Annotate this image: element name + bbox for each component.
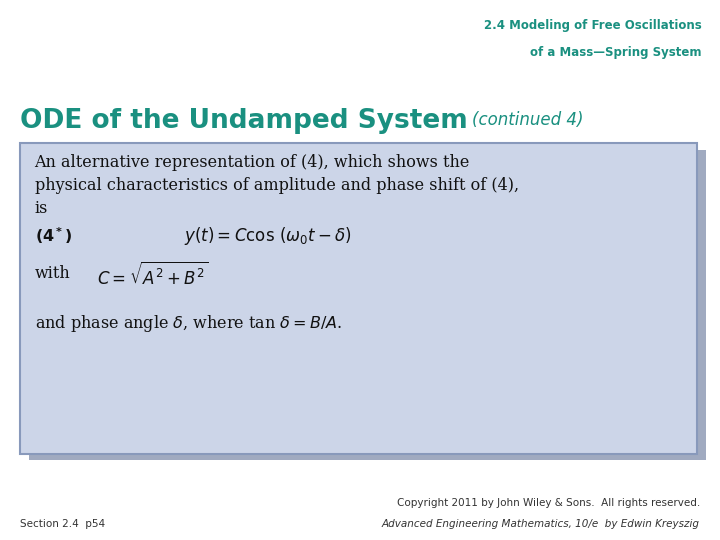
Bar bbox=[20, 143, 697, 454]
Bar bbox=[697, 150, 706, 460]
Text: Advanced Engineering Mathematics, 10/e  by Edwin Kreyszig: Advanced Engineering Mathematics, 10/e b… bbox=[382, 519, 700, 530]
Text: $y(t) = C\cos\,(\omega_0 t - \delta)$: $y(t) = C\cos\,(\omega_0 t - \delta)$ bbox=[184, 225, 351, 247]
Text: $\bf{(4^*)}$: $\bf{(4^*)}$ bbox=[35, 225, 72, 246]
Bar bbox=[29, 454, 706, 460]
Text: and phase angle $\delta$, where tan $\delta = B/A$.: and phase angle $\delta$, where tan $\de… bbox=[35, 313, 342, 334]
Text: 2.4 Modeling of Free Oscillations: 2.4 Modeling of Free Oscillations bbox=[485, 19, 702, 32]
Text: An alternative representation of (4), which shows the: An alternative representation of (4), wh… bbox=[35, 154, 470, 171]
Text: Copyright 2011 by John Wiley & Sons.  All rights reserved.: Copyright 2011 by John Wiley & Sons. All… bbox=[397, 497, 700, 508]
Text: ODE of the Undamped System: ODE of the Undamped System bbox=[20, 108, 468, 134]
Text: (continued 4): (continued 4) bbox=[472, 111, 583, 129]
Text: $C = \sqrt{A^2 + B^2}$: $C = \sqrt{A^2 + B^2}$ bbox=[97, 261, 208, 289]
Text: of a Mass—Spring System: of a Mass—Spring System bbox=[531, 46, 702, 59]
Text: with: with bbox=[35, 265, 71, 281]
Text: is: is bbox=[35, 200, 48, 217]
Text: physical characteristics of amplitude and phase shift of (4),: physical characteristics of amplitude an… bbox=[35, 177, 518, 194]
Text: Section 2.4  p54: Section 2.4 p54 bbox=[20, 519, 105, 530]
